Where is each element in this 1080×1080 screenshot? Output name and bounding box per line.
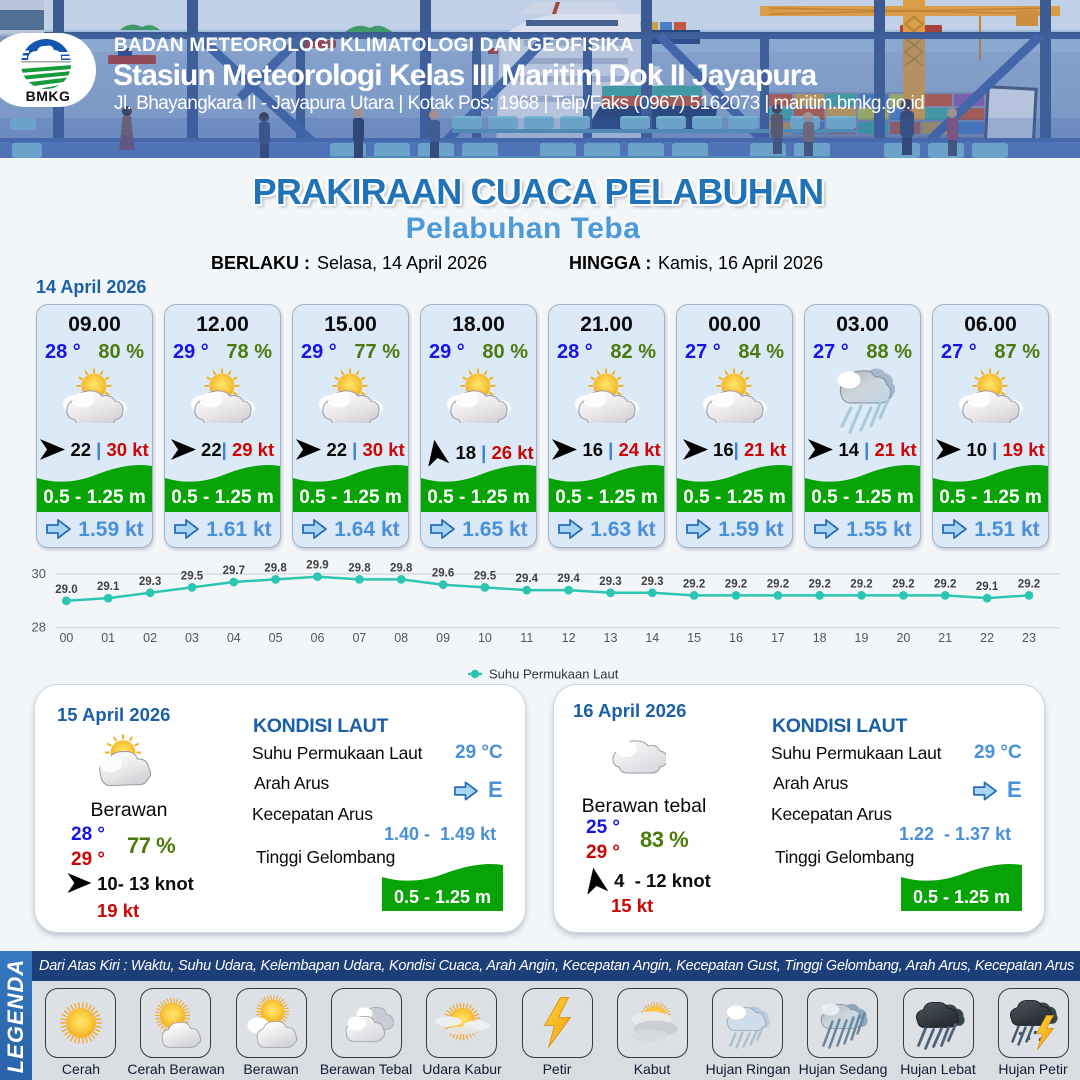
svg-text:19: 19 bbox=[855, 631, 869, 645]
svg-text:29.2: 29.2 bbox=[683, 578, 705, 590]
svg-text:09: 09 bbox=[436, 631, 450, 645]
svg-text:17: 17 bbox=[771, 631, 785, 645]
svg-text:02: 02 bbox=[143, 631, 157, 645]
svg-text:29.8: 29.8 bbox=[348, 562, 371, 574]
svg-text:00: 00 bbox=[59, 631, 73, 645]
svg-text:29.2: 29.2 bbox=[1018, 578, 1040, 590]
svg-text:23: 23 bbox=[1022, 631, 1036, 645]
svg-text:29.1: 29.1 bbox=[97, 581, 120, 593]
svg-text:29.5: 29.5 bbox=[474, 570, 497, 582]
svg-text:29.3: 29.3 bbox=[641, 576, 663, 588]
svg-text:29.2: 29.2 bbox=[809, 578, 831, 590]
svg-text:22: 22 bbox=[980, 631, 994, 645]
svg-text:29.3: 29.3 bbox=[599, 576, 621, 588]
svg-text:29.3: 29.3 bbox=[139, 576, 161, 588]
svg-text:08: 08 bbox=[394, 631, 408, 645]
svg-text:29.8: 29.8 bbox=[264, 562, 287, 574]
svg-text:29.5: 29.5 bbox=[181, 570, 204, 582]
svg-text:04: 04 bbox=[227, 631, 241, 645]
svg-text:29.2: 29.2 bbox=[725, 578, 747, 590]
svg-text:29.8: 29.8 bbox=[390, 562, 413, 574]
svg-text:05: 05 bbox=[269, 631, 283, 645]
svg-text:Suhu Permukaan Laut: Suhu Permukaan Laut bbox=[489, 667, 619, 682]
svg-text:29.0: 29.0 bbox=[55, 584, 77, 596]
svg-text:01: 01 bbox=[101, 631, 115, 645]
svg-text:29.9: 29.9 bbox=[306, 560, 328, 572]
svg-text:03: 03 bbox=[185, 631, 199, 645]
svg-text:29.7: 29.7 bbox=[223, 565, 245, 577]
svg-text:07: 07 bbox=[352, 631, 366, 645]
svg-text:11: 11 bbox=[520, 631, 533, 645]
svg-text:15: 15 bbox=[687, 631, 701, 645]
svg-text:29.1: 29.1 bbox=[976, 581, 999, 593]
svg-text:29.2: 29.2 bbox=[850, 578, 872, 590]
svg-text:16: 16 bbox=[729, 631, 743, 645]
svg-text:18: 18 bbox=[813, 631, 827, 645]
svg-text:29.2: 29.2 bbox=[767, 578, 789, 590]
svg-text:29.4: 29.4 bbox=[557, 573, 580, 585]
svg-text:13: 13 bbox=[604, 631, 618, 645]
svg-text:12: 12 bbox=[562, 631, 576, 645]
svg-text:14: 14 bbox=[645, 631, 659, 645]
svg-text:29.4: 29.4 bbox=[516, 573, 539, 585]
svg-text:30: 30 bbox=[32, 566, 46, 581]
svg-text:29.6: 29.6 bbox=[432, 568, 454, 580]
svg-text:29.2: 29.2 bbox=[934, 578, 956, 590]
svg-text:10: 10 bbox=[478, 631, 492, 645]
svg-text:20: 20 bbox=[896, 631, 910, 645]
svg-text:28: 28 bbox=[32, 620, 46, 635]
svg-text:21: 21 bbox=[938, 631, 952, 645]
svg-text:06: 06 bbox=[311, 631, 325, 645]
svg-text:29.2: 29.2 bbox=[892, 578, 914, 590]
